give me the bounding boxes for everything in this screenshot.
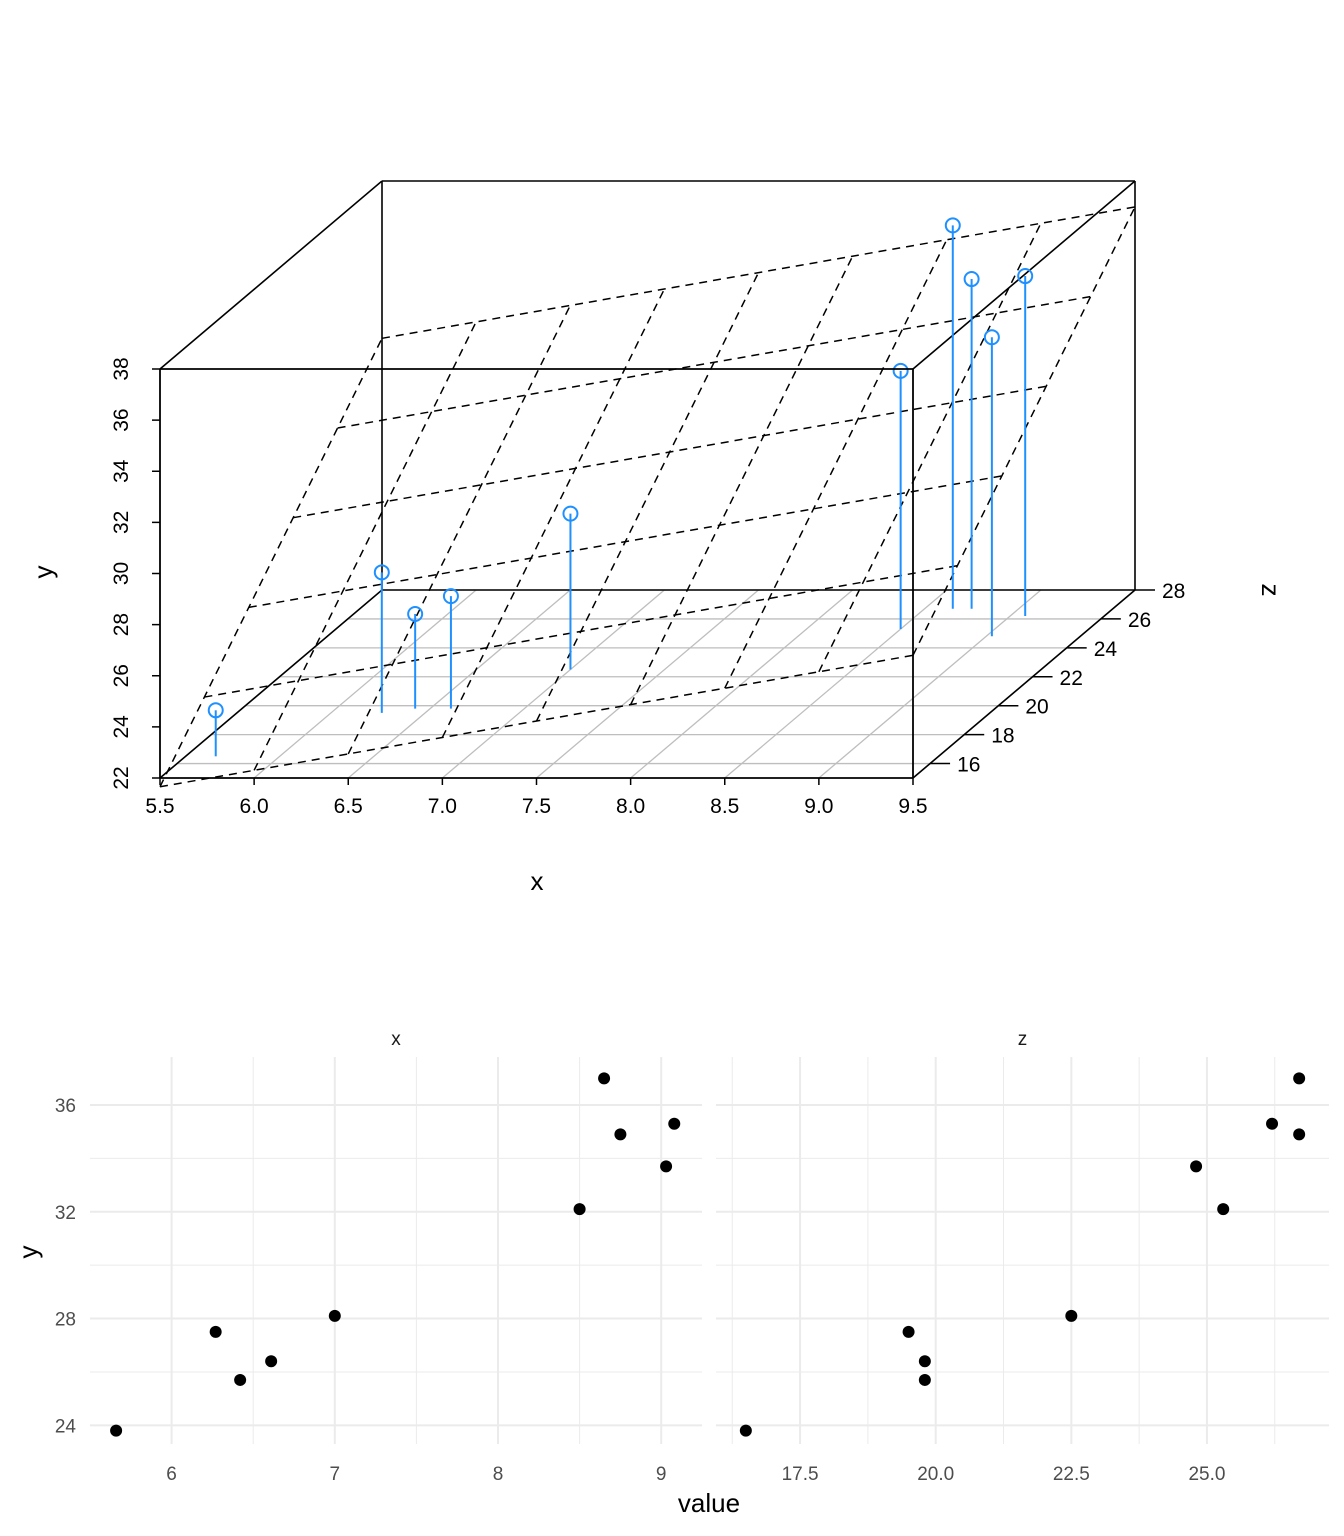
axis-label-3d-y: y <box>28 566 58 579</box>
box-edge <box>159 180 383 370</box>
data-point <box>739 1424 752 1437</box>
data-point <box>918 1373 931 1386</box>
x-tick-label: 7.0 <box>428 795 457 818</box>
data-point <box>1017 268 1034 285</box>
x-tick-label: 25.0 <box>1188 1464 1225 1485</box>
y-tick-label: 24 <box>110 715 133 739</box>
data-point <box>598 1072 611 1085</box>
data-point <box>207 702 224 719</box>
x-tick-label: 8 <box>493 1464 504 1485</box>
z-tick-label: 28 <box>1162 580 1185 603</box>
y-tick-label: 24 <box>55 1416 77 1437</box>
data-point <box>573 1203 586 1216</box>
regression-plane-line <box>381 206 1136 340</box>
floor-grid-line <box>724 589 948 779</box>
axis-label-3d-z: z <box>1256 584 1286 597</box>
y-tick-label: 26 <box>110 664 133 687</box>
y-tick-label: 28 <box>110 613 133 636</box>
box-edge <box>912 180 1136 370</box>
y-tick-label: 28 <box>55 1310 76 1331</box>
data-point <box>660 1160 673 1173</box>
x-tick-label: 7 <box>330 1464 341 1485</box>
y-tick-label: 32 <box>110 511 133 534</box>
scatter3d-panel: 5.5 6.0 6.5 7.0 7.5 8.0 8.5 9.0 9.5 22 24 26 28 30 32 3… <box>110 180 1185 818</box>
data-point <box>918 1355 931 1368</box>
x-tick-label: 6.0 <box>240 795 269 818</box>
y-tick-label: 34 <box>110 459 133 483</box>
y-tick-label: 38 <box>110 357 133 380</box>
floor-grid-line <box>630 589 854 779</box>
floor-grid-line <box>253 589 477 779</box>
floor-grid-line <box>441 589 665 779</box>
data-point <box>209 1325 222 1338</box>
x-tick-label: 9 <box>656 1464 667 1485</box>
z-tick-label: 20 <box>1025 696 1048 719</box>
data-point <box>902 1325 915 1338</box>
regression-plane-line <box>441 288 666 738</box>
axis-label-3d-x: x <box>531 866 544 896</box>
data-point <box>442 588 459 605</box>
data-point <box>110 1424 123 1437</box>
data-point <box>1266 1117 1279 1130</box>
data-point <box>562 505 579 522</box>
facet-strip-label: z <box>1018 1029 1028 1050</box>
data-point <box>234 1373 247 1386</box>
x-tick-label: 6.5 <box>334 795 363 818</box>
data-point <box>1217 1203 1230 1216</box>
data-point <box>1293 1072 1306 1085</box>
data-point <box>265 1355 278 1368</box>
data-point <box>1190 1160 1203 1173</box>
x-tick-label: 9.5 <box>898 795 927 818</box>
y-tick-label: 30 <box>110 562 133 585</box>
data-point <box>892 362 909 379</box>
regression-plane-line <box>248 475 1002 609</box>
regression-plane-line <box>337 295 1091 429</box>
data-point <box>614 1128 627 1141</box>
regression-plane-line <box>204 564 958 698</box>
facet-strip-label: x <box>391 1029 401 1050</box>
x-tick-label: 8.5 <box>710 795 739 818</box>
regression-plane-line <box>159 654 914 788</box>
regression-plane-line <box>293 385 1047 519</box>
z-tick-label: 22 <box>1060 667 1083 690</box>
z-tick-label: 18 <box>991 725 1014 748</box>
data-point <box>983 329 1000 346</box>
data-point <box>407 606 424 623</box>
regression-plane-line <box>253 321 477 771</box>
x-tick-label: 22.5 <box>1053 1464 1090 1485</box>
data-point <box>328 1309 341 1322</box>
regression-plane-line <box>629 255 854 705</box>
axis-label-facet-x: value <box>678 1488 740 1518</box>
y-tick-label: 36 <box>55 1096 76 1117</box>
x-tick-label: 8.0 <box>616 795 645 818</box>
data-point <box>668 1117 681 1130</box>
y-tick-label: 36 <box>110 408 133 431</box>
x-tick-label: 7.5 <box>522 795 551 818</box>
y-tick-label: 22 <box>110 766 133 789</box>
floor-grid-line <box>818 589 1042 779</box>
box-edge <box>159 589 383 779</box>
x-tick-label: 20.0 <box>917 1464 954 1485</box>
regression-plane-line <box>159 337 383 788</box>
data-point <box>1293 1128 1306 1141</box>
data-point <box>373 564 390 581</box>
x-tick-label: 17.5 <box>782 1464 819 1485</box>
x-tick-label: 9.0 <box>804 795 833 818</box>
z-tick-label: 24 <box>1094 638 1118 661</box>
faceted-scatter-panel: x 6 7 8 9 z 17.5 20.0 22.5 25.0 24 28 32 36 <box>55 1029 1329 1485</box>
data-point <box>1065 1309 1078 1322</box>
x-tick-label: 6 <box>166 1464 177 1485</box>
floor-grid-line <box>347 589 571 779</box>
floor-grid-line <box>536 589 759 779</box>
z-tick-label: 26 <box>1128 609 1151 632</box>
z-tick-label: 16 <box>957 754 980 777</box>
data-point <box>944 217 961 234</box>
y-tick-label: 32 <box>55 1203 76 1224</box>
axis-label-facet-y: y <box>13 1246 43 1259</box>
box-edge <box>912 589 1136 779</box>
data-point <box>963 271 980 288</box>
x-tick-label: 5.5 <box>145 795 174 818</box>
